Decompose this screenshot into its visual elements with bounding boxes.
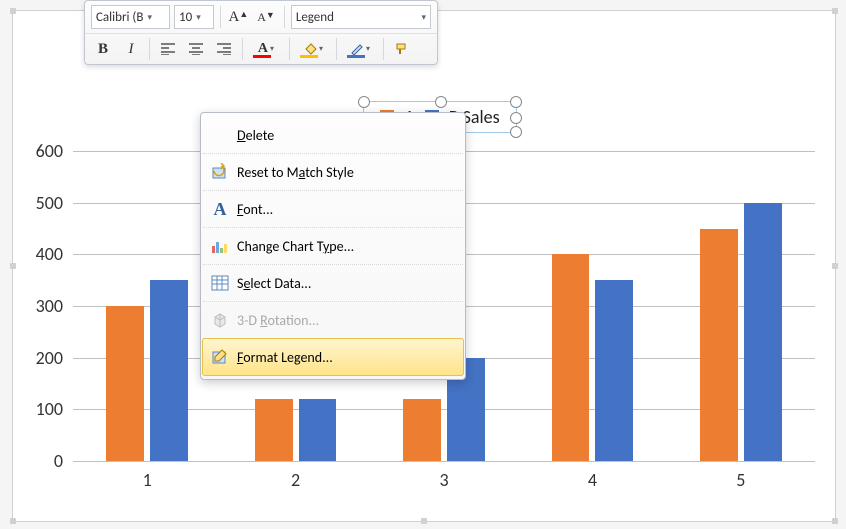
chart-element-combo[interactable]: Legend ▾ — [291, 5, 431, 29]
reset-icon — [203, 163, 237, 181]
select-data-icon — [203, 275, 237, 291]
menu-item-delete[interactable]: Delete — [203, 117, 463, 154]
paintbrush-icon — [394, 42, 410, 56]
y-axis-tick-label: 600 — [36, 140, 63, 162]
y-axis-tick-label: 300 — [36, 295, 63, 317]
chart-resize-handle[interactable] — [832, 8, 838, 14]
bar-a[interactable] — [700, 229, 738, 462]
menu-item-change-type[interactable]: Change Chart Type... — [203, 228, 463, 265]
y-axis-tick-label: 0 — [54, 450, 63, 472]
font-color-swatch — [253, 55, 271, 58]
x-axis-tick-label: 1 — [143, 469, 152, 491]
chevron-down-icon: ▾ — [366, 44, 370, 54]
bar-a[interactable] — [552, 254, 590, 461]
chevron-down-icon: ▾ — [270, 44, 274, 54]
legend-resize-handle[interactable] — [435, 96, 447, 108]
pen-icon — [350, 43, 364, 55]
x-axis-tick-label: 3 — [439, 469, 448, 491]
bar-b-sales[interactable] — [299, 399, 337, 461]
font-icon: A — [203, 199, 237, 220]
legend-resize-handle[interactable] — [510, 96, 522, 108]
legend-context-menu: Delete Reset to Match Style AFont... Change… — [200, 112, 466, 380]
align-right-icon — [217, 43, 231, 55]
chart-resize-handle[interactable] — [421, 518, 427, 524]
chevron-down-icon: ▾ — [319, 44, 323, 54]
separator — [383, 38, 384, 60]
bar-b-sales[interactable] — [150, 280, 188, 461]
menu-item-label: Select Data... — [237, 275, 455, 292]
menu-item-select-data[interactable]: Select Data... — [203, 265, 463, 302]
fill-color-swatch — [300, 55, 318, 58]
bar-a[interactable] — [106, 306, 144, 461]
italic-button[interactable]: I — [119, 38, 143, 60]
chart-element-value: Legend — [296, 10, 334, 25]
x-axis-tick-label: 5 — [736, 469, 745, 491]
separator — [336, 38, 337, 60]
bold-button[interactable]: B — [91, 38, 115, 60]
chart-resize-handle[interactable] — [10, 263, 16, 269]
font-color-button[interactable]: A ▾ — [249, 38, 283, 60]
align-left-button[interactable] — [156, 38, 180, 60]
separator — [220, 6, 221, 28]
chart-resize-handle[interactable] — [832, 263, 838, 269]
menu-item-label: Delete — [237, 127, 455, 144]
y-axis-tick-label: 400 — [36, 243, 63, 265]
legend-resize-handle[interactable] — [510, 126, 522, 138]
x-axis-tick-label: 4 — [588, 469, 597, 491]
outline-color-button[interactable]: ▾ — [343, 38, 377, 60]
font-name-combo[interactable]: Calibri (B ▾ — [91, 5, 170, 29]
bar-a[interactable] — [255, 399, 293, 461]
separator — [284, 6, 285, 28]
x-axis-tick-label: 2 — [291, 469, 300, 491]
menu-item-label: Change Chart Type... — [237, 238, 455, 255]
bar-a[interactable] — [403, 399, 441, 461]
y-axis-tick-label: 100 — [36, 398, 63, 420]
format-painter-button[interactable] — [390, 38, 414, 60]
chevron-down-icon: ▾ — [147, 12, 152, 23]
menu-item-label: Reset to Match Style — [237, 164, 455, 181]
chevron-down-icon: ▾ — [421, 12, 426, 23]
menu-item-label: 3-D Rotation... — [237, 312, 455, 329]
menu-item-font[interactable]: AFont... — [203, 191, 463, 228]
chart-resize-handle[interactable] — [10, 8, 16, 14]
menu-item-label: Font... — [237, 201, 455, 218]
font-size-value: 10 — [179, 10, 192, 25]
align-center-icon — [189, 43, 203, 55]
menu-item-label: Format Legend... — [237, 349, 455, 366]
grid-line — [73, 461, 815, 462]
decrease-font-size-button[interactable]: A▼ — [254, 6, 278, 28]
separator — [149, 38, 150, 60]
y-axis-tick-label: 200 — [36, 347, 63, 369]
chart-resize-handle[interactable] — [10, 518, 16, 524]
mini-format-toolbar: Calibri (B ▾ 10 ▾ A▲ A▼ Legend ▾ B I — [84, 0, 438, 65]
font-size-combo[interactable]: 10 ▾ — [174, 5, 214, 29]
menu-item-reset-style[interactable]: Reset to Match Style — [203, 154, 463, 191]
align-left-icon — [161, 43, 175, 55]
font-name-value: Calibri (B — [96, 10, 143, 25]
cube-icon — [203, 311, 237, 329]
bar-b-sales[interactable] — [744, 203, 782, 461]
chart-resize-handle[interactable] — [832, 518, 838, 524]
chart-type-icon — [203, 238, 237, 254]
align-center-button[interactable] — [184, 38, 208, 60]
menu-item-format-legend[interactable]: Format Legend... — [202, 338, 464, 376]
separator — [242, 38, 243, 60]
legend-resize-handle[interactable] — [510, 112, 522, 124]
align-right-button[interactable] — [212, 38, 236, 60]
increase-font-size-button[interactable]: A▲ — [227, 6, 251, 28]
legend-resize-handle[interactable] — [358, 96, 370, 108]
bar-b-sales[interactable] — [595, 280, 633, 461]
paint-bucket-icon — [303, 43, 317, 55]
outline-color-swatch — [347, 55, 365, 58]
fill-color-button[interactable]: ▾ — [296, 38, 330, 60]
format-icon — [203, 348, 237, 366]
separator — [289, 38, 290, 60]
menu-item-3d-rotation: 3-D Rotation... — [203, 302, 463, 339]
chevron-down-icon: ▾ — [196, 12, 201, 23]
y-axis-tick-label: 500 — [36, 192, 63, 214]
